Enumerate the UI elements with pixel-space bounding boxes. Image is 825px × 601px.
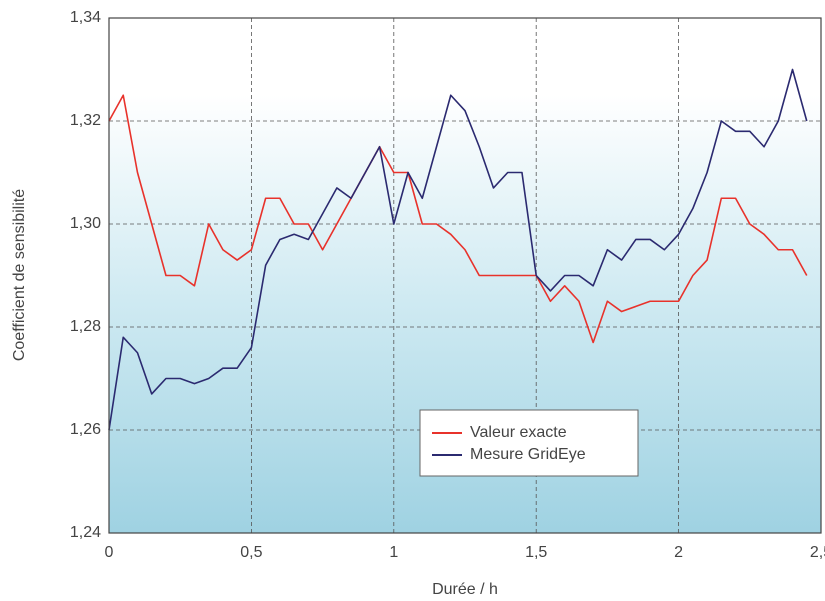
y-tick-label: 1,28 — [70, 318, 101, 335]
y-tick-label: 1,32 — [70, 112, 101, 129]
y-tick-label: 1,24 — [70, 524, 101, 541]
x-tick-label: 2,5 — [810, 544, 825, 561]
x-tick-label: 0,5 — [240, 544, 262, 561]
y-tick-label: 1,26 — [70, 421, 101, 438]
y-axis-label: Coefficient de sensibilité — [11, 189, 28, 361]
x-tick-label: 0 — [105, 544, 114, 561]
x-tick-label: 1 — [389, 544, 398, 561]
plot-frame — [108, 17, 822, 534]
legend: Valeur exacte Mesure GridEye — [419, 409, 639, 477]
x-tick-label: 1,5 — [525, 544, 547, 561]
legend-label: Valeur exacte — [470, 424, 567, 441]
series-line — [108, 94, 808, 344]
legend-label: Mesure GridEye — [470, 446, 586, 463]
series-line — [108, 68, 808, 431]
legend-box — [419, 409, 639, 477]
x-axis-label: Durée / h — [432, 581, 498, 598]
y-tick-label: 1,30 — [70, 215, 101, 232]
x-tick-label: 2 — [674, 544, 683, 561]
y-tick-label: 1,34 — [70, 9, 101, 26]
